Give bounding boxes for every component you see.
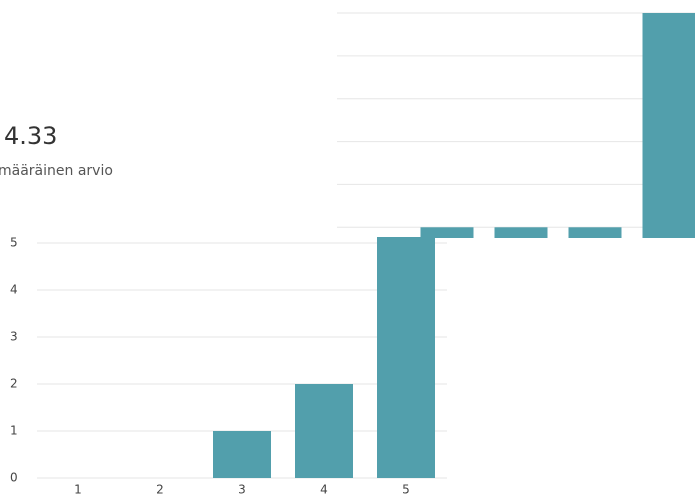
y-tick-label: 0	[10, 471, 18, 485]
bar	[494, 227, 548, 238]
y-tick-label: 3	[10, 330, 18, 344]
y-tick-label: 2	[10, 377, 18, 391]
bar	[213, 431, 271, 478]
x-tick-label: 3	[238, 483, 246, 495]
x-tick-label: 4	[320, 483, 328, 495]
bar	[568, 227, 622, 238]
y-tick-label: 4	[10, 283, 18, 297]
y-tick-label: 5	[318, 48, 326, 62]
y-tick-label: 2	[318, 177, 326, 191]
y-tick-label: 3	[318, 134, 326, 148]
y-tick-label: 5	[10, 236, 18, 250]
x-tick-label: 1	[74, 483, 82, 495]
chart-top: 1 2 3 4 5 6	[318, 6, 695, 238]
y-tick-label: 6	[318, 6, 326, 20]
average-label: määräinen arvio	[0, 163, 113, 179]
y-tick-label: 4	[318, 91, 326, 105]
bar	[377, 237, 435, 478]
bar	[642, 13, 695, 238]
chart-bottom: 0 1 2 3 4 5 1 2 3 4 5	[10, 236, 447, 495]
x-tick-label: 5	[402, 483, 410, 495]
y-tick-label: 1	[318, 220, 326, 234]
average-value: 4.33	[4, 122, 57, 150]
bar	[420, 227, 474, 238]
bar	[295, 384, 353, 478]
y-tick-label: 1	[10, 424, 18, 438]
x-tick-label: 2	[156, 483, 164, 495]
